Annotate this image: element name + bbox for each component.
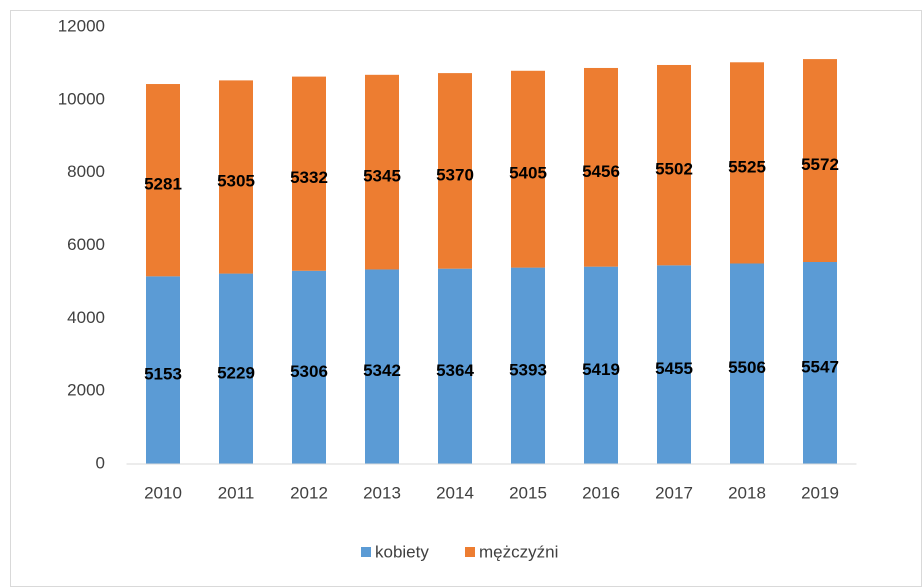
data-label: 5547 (801, 357, 839, 376)
data-label: 5506 (728, 358, 766, 377)
bar-segment (219, 273, 253, 464)
bar-segment (438, 73, 472, 269)
bar-segment (146, 84, 180, 277)
bar-segment (365, 269, 399, 464)
data-label: 5332 (290, 168, 328, 187)
data-label: 5305 (217, 171, 255, 190)
data-label: 5572 (801, 155, 839, 174)
bar-segment (292, 76, 326, 271)
data-label: 5393 (509, 360, 547, 379)
data-label: 5456 (582, 162, 620, 181)
data-label: 5364 (436, 361, 474, 380)
x-tick-label: 2011 (218, 483, 255, 502)
bar-segment (146, 276, 180, 464)
data-label: 5419 (582, 360, 620, 379)
data-label: 5153 (144, 365, 182, 384)
bar-segment (584, 266, 618, 464)
bar-segment (219, 80, 253, 274)
y-tick-label: 6000 (67, 235, 105, 254)
bar-segment (584, 67, 618, 267)
bar-segment (657, 64, 691, 266)
data-label: 5370 (436, 165, 474, 184)
data-label: 5281 (144, 175, 182, 194)
data-label: 5345 (363, 167, 401, 186)
y-tick-label: 12000 (58, 16, 105, 35)
bar-segment (657, 265, 691, 464)
bar-segment (730, 263, 764, 464)
bar-segment (803, 59, 837, 262)
data-label: 5455 (655, 359, 693, 378)
bar-segment (511, 70, 545, 268)
x-tick-label: 2018 (728, 483, 766, 502)
data-label: 5229 (217, 363, 255, 382)
y-tick-label: 2000 (67, 381, 105, 400)
x-tick-label: 2013 (363, 483, 401, 502)
x-tick-label: 2010 (144, 483, 182, 502)
bar-segment (365, 74, 399, 270)
legend-swatch (465, 547, 475, 557)
x-tick-label: 2012 (290, 483, 328, 502)
bar-segment (803, 261, 837, 464)
bar-segment (438, 268, 472, 464)
y-tick-label: 10000 (58, 89, 105, 108)
y-tick-label: 8000 (67, 162, 105, 181)
data-label: 5342 (363, 361, 401, 380)
x-tick-label: 2014 (436, 483, 474, 502)
bar-segment (511, 267, 545, 464)
legend-label: kobiety (375, 542, 429, 561)
data-label: 5525 (728, 157, 766, 176)
data-label: 5405 (509, 164, 547, 183)
data-label: 5502 (655, 160, 693, 179)
legend-swatch (361, 547, 371, 557)
x-tick-label: 2017 (655, 483, 693, 502)
x-tick-label: 2019 (801, 483, 839, 502)
legend-label: mężczyźni (479, 542, 558, 561)
data-label: 5306 (290, 362, 328, 381)
x-tick-label: 2015 (509, 483, 547, 502)
bar-segment (292, 270, 326, 464)
x-tick-label: 2016 (582, 483, 620, 502)
y-tick-label: 0 (96, 453, 105, 472)
y-tick-label: 4000 (67, 308, 105, 327)
bar-segment (730, 62, 764, 264)
